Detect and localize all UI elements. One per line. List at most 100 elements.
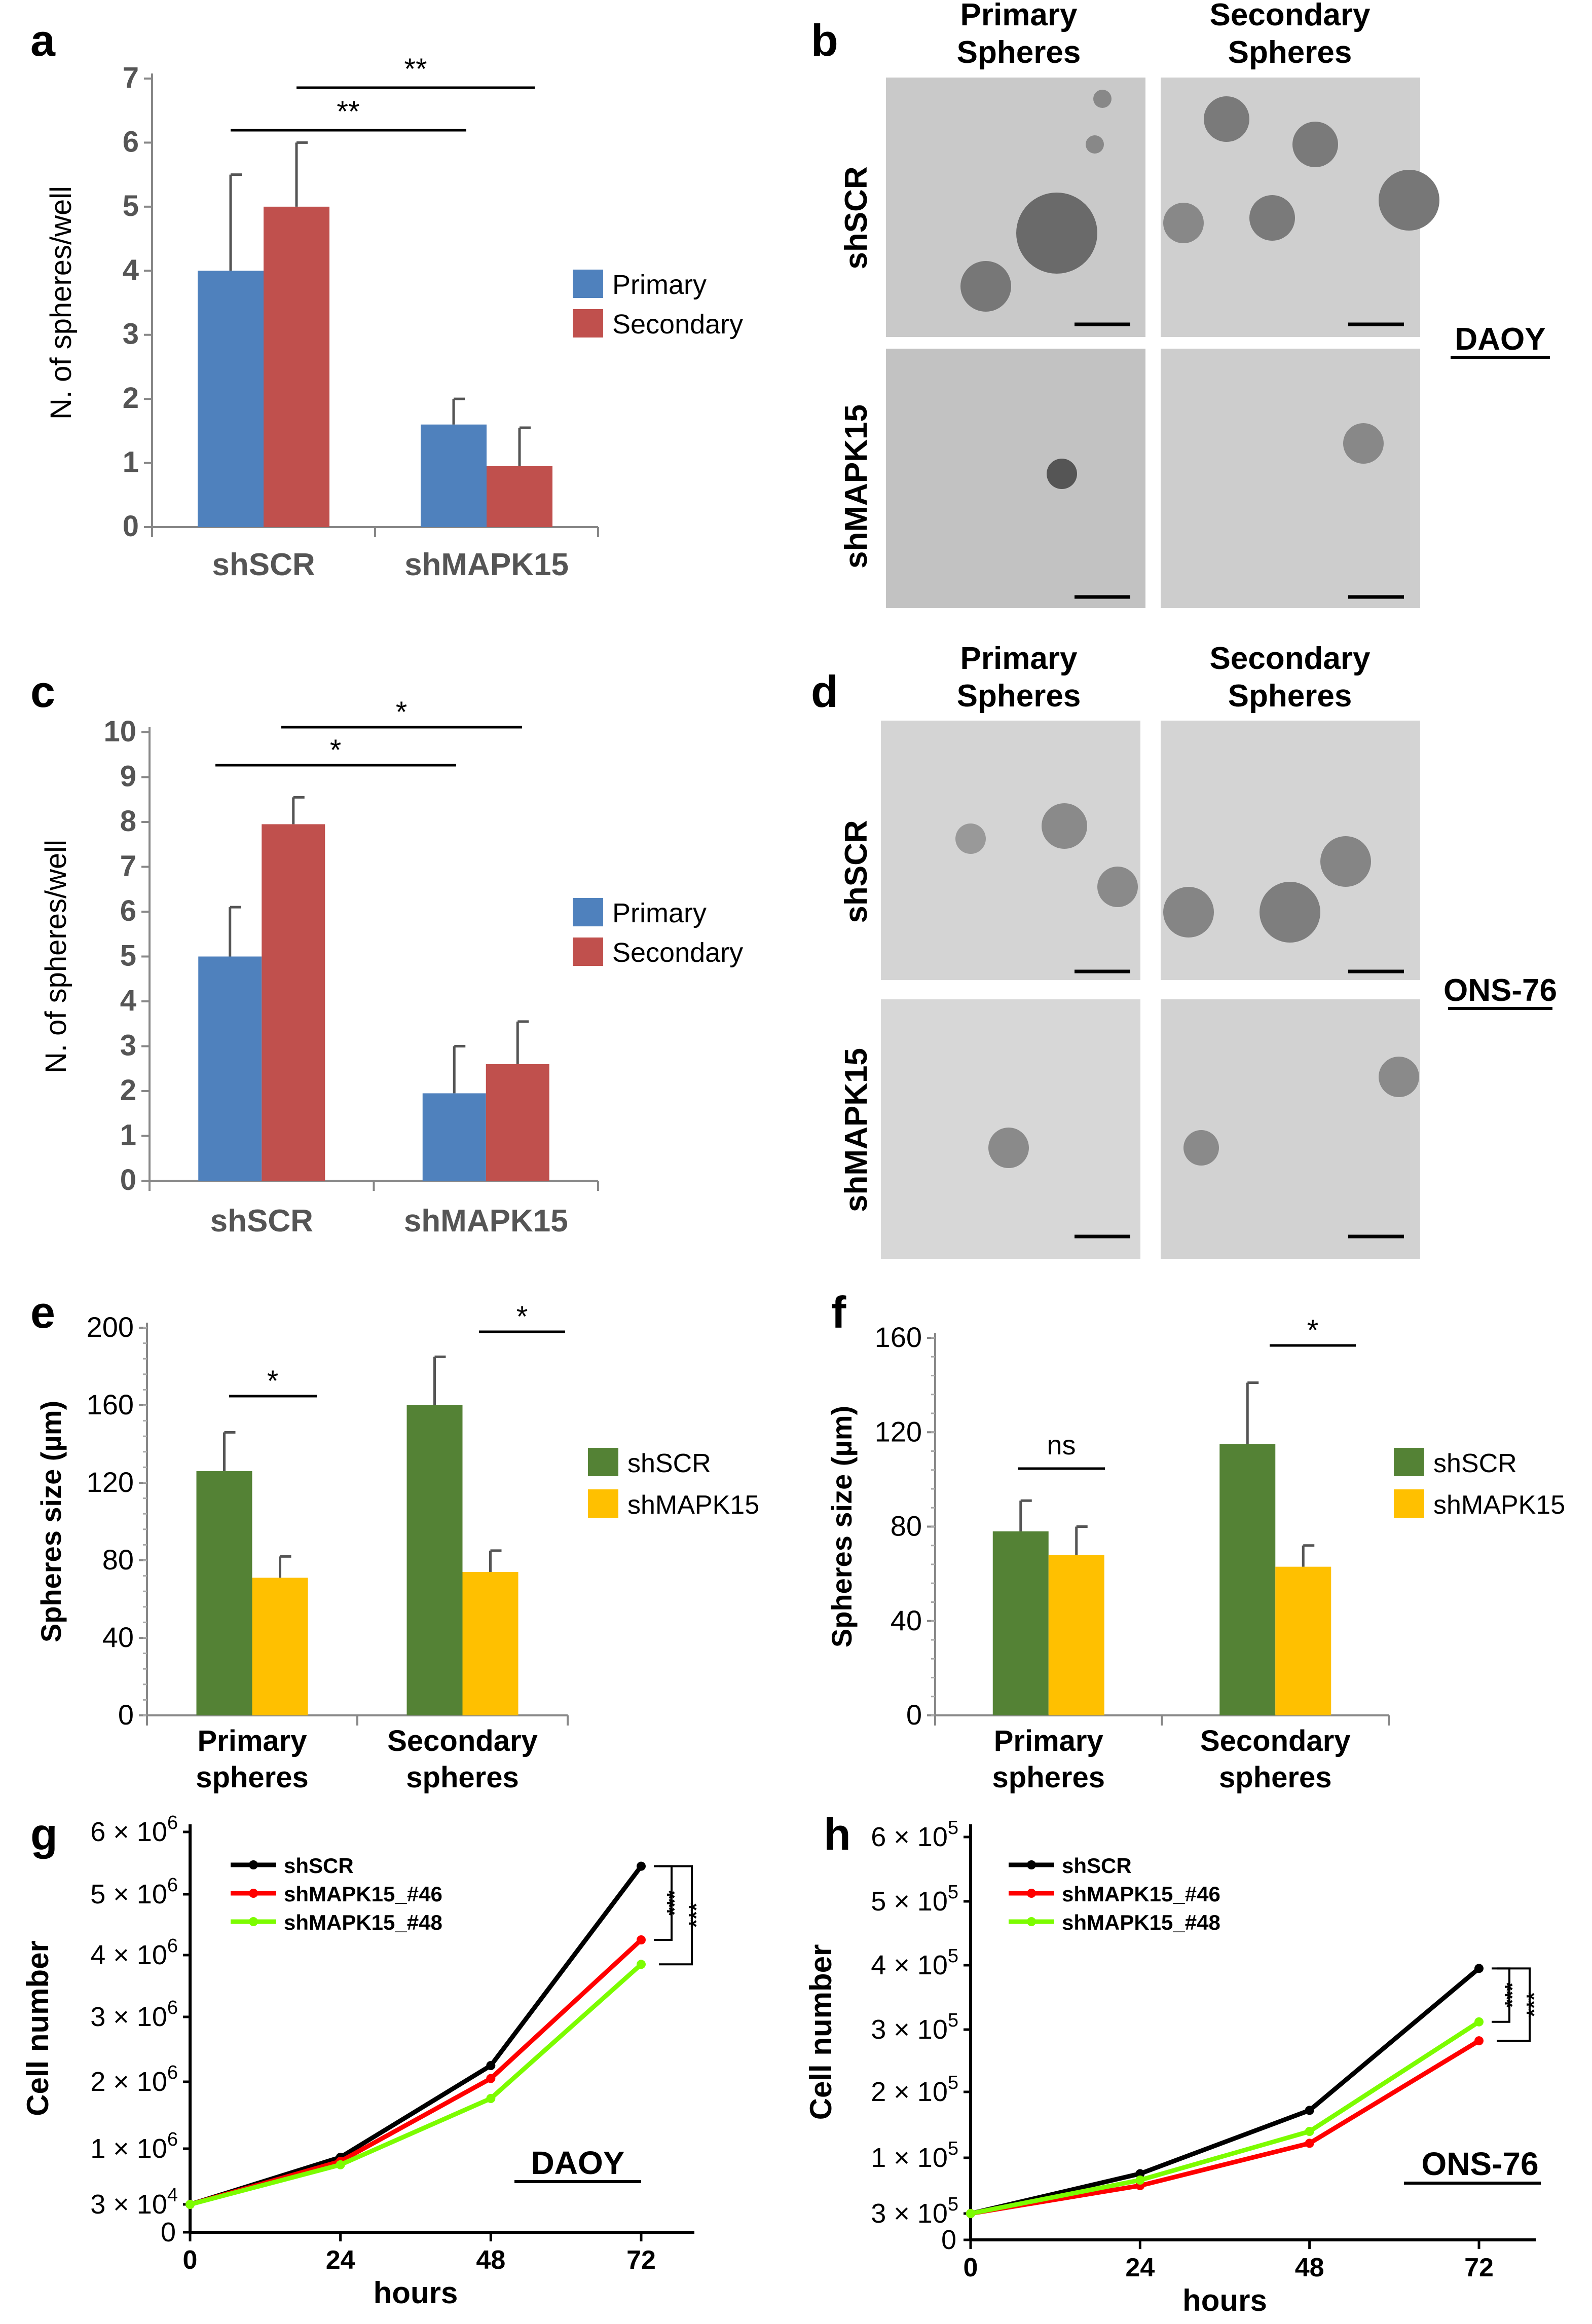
cell-line-annotation: ONS-76	[1421, 2146, 1538, 2182]
sphere	[1183, 1130, 1219, 1166]
y-tick-label: 3 × 106	[90, 1997, 178, 2032]
y-tick-label: 1 × 105	[871, 2138, 958, 2173]
bar-shmapk15-1	[1275, 1566, 1331, 1715]
panel-label-f: f	[831, 1287, 846, 1337]
y-tick-label: 40	[891, 1604, 922, 1636]
y-tick-label: 2	[123, 382, 139, 415]
panel-label-a: a	[30, 15, 56, 65]
data-point	[1305, 2139, 1314, 2148]
y-tick-label: 160	[87, 1389, 134, 1420]
data-point	[486, 2074, 496, 2083]
bar-secondary-1	[486, 1064, 549, 1181]
micrograph-shscr-primary	[881, 721, 1140, 980]
sphere	[960, 261, 1011, 312]
column-title-secondary: Secondary Spheres	[1209, 0, 1371, 70]
series-line-0	[970, 1966, 1480, 2216]
x-tick-label: Primary	[994, 1725, 1103, 1757]
y-axis-title: N. of spheres/well	[45, 186, 78, 420]
x-tick-label: Secondary	[1200, 1725, 1351, 1757]
legend-marker	[1027, 1860, 1036, 1869]
x-tick-label: 0	[964, 2253, 978, 2282]
y-tick-label: 0	[118, 1699, 134, 1731]
bar-secondary-1	[487, 466, 552, 527]
significance-bracket	[659, 1865, 693, 1966]
panel-label-h: h	[824, 1809, 851, 1859]
y-tick-label: 0	[906, 1699, 922, 1731]
legend-label: shMAPK15_#46	[1062, 1882, 1220, 1906]
y-tick-label: 5 × 105	[871, 1882, 958, 1917]
y-tick-label: 3 × 105	[871, 2010, 958, 2045]
micrograph-grid-daoy: Primary Spheres Secondary Spheres shSCR sh…	[839, 0, 1550, 608]
x-tick-label: shSCR	[210, 1204, 313, 1239]
data-point	[1305, 2106, 1314, 2115]
y-tick-label: 7	[120, 850, 136, 883]
y-tick-label: 0	[941, 2225, 956, 2255]
data-point	[1474, 2017, 1484, 2027]
y-axis-title: Spheres size (µm)	[35, 1401, 67, 1642]
x-tick-label: Primary	[197, 1725, 307, 1757]
x-tick-label: 48	[1295, 2253, 1324, 2282]
sphere	[1047, 459, 1077, 489]
data-point	[186, 2200, 195, 2209]
bar-shscr-0	[992, 1531, 1049, 1715]
bar-shscr-0	[196, 1471, 252, 1715]
series-line-1	[970, 2039, 1480, 2216]
y-tick-label: 6 × 106	[90, 1812, 178, 1847]
y-tick-label: 4	[120, 984, 136, 1017]
y-tick-label: 80	[891, 1510, 922, 1542]
bar-primary-0	[198, 271, 264, 527]
row-title-shmapk15: shMAPK15	[839, 1048, 874, 1212]
panel-label-d: d	[811, 666, 838, 717]
x-tick-label: 72	[626, 2245, 656, 2275]
bar-primary-1	[421, 424, 487, 527]
y-axis-title: N. of spheres/well	[40, 840, 72, 1073]
column-title-secondary: Secondary Spheres	[1209, 641, 1371, 714]
y-tick-label: 1	[123, 446, 139, 479]
x-tick-label: spheres	[406, 1761, 519, 1794]
y-tick-label: 160	[875, 1321, 922, 1353]
legend-swatch-primary	[573, 898, 603, 926]
micrograph-shmapk15-primary	[886, 349, 1145, 608]
y-tick-label: 4 × 106	[90, 1935, 178, 1970]
legend-label: shMAPK15_#46	[284, 1882, 442, 1906]
legend-marker	[1027, 1917, 1036, 1926]
significance-label: **	[404, 53, 427, 86]
panel-label-g: g	[30, 1809, 58, 1859]
significance-label: ***	[662, 1890, 686, 1916]
row-title-shscr: shSCR	[839, 166, 874, 269]
y-tick-label: 2 × 106	[90, 2062, 178, 2097]
y-tick-label: 5	[120, 940, 136, 972]
legend-swatch-shmapk15	[588, 1489, 618, 1518]
y-tick-label: 3 × 105	[871, 2194, 958, 2229]
y-tick-label: 0	[161, 2217, 176, 2247]
data-point	[486, 2061, 496, 2070]
significance-label: *	[516, 1300, 528, 1333]
y-tick-label: 8	[120, 805, 136, 838]
y-tick-label: 1	[120, 1119, 136, 1152]
legend-label: shMAPK15_#48	[1062, 1910, 1220, 1934]
sphere	[1343, 423, 1384, 464]
significance-bracket	[1497, 1967, 1531, 2042]
y-tick-label: 10	[103, 715, 136, 748]
panel-label-e: e	[30, 1287, 55, 1337]
legend-marker	[1027, 1889, 1036, 1898]
significance-label: *	[1307, 1314, 1319, 1347]
panel-label-c: c	[30, 666, 55, 717]
micrograph-shmapk15-secondary	[1161, 999, 1420, 1259]
data-point	[1305, 2127, 1314, 2136]
significance-label: ***	[1500, 1982, 1524, 2008]
x-tick-label: 24	[326, 2245, 355, 2275]
y-tick-label: 5	[123, 190, 139, 222]
sphere	[1097, 867, 1138, 907]
sphere	[1379, 170, 1439, 231]
bar-shmapk15-0	[1048, 1555, 1104, 1715]
sphere	[1249, 195, 1295, 241]
sphere	[1086, 135, 1104, 154]
legend-swatch-shmapk15	[1394, 1489, 1424, 1518]
sphere	[988, 1128, 1029, 1168]
legend-label: shMAPK15	[1433, 1490, 1565, 1520]
data-point	[1474, 1964, 1484, 1973]
y-tick-label: 3	[120, 1029, 136, 1062]
significance-label: *	[267, 1365, 279, 1398]
